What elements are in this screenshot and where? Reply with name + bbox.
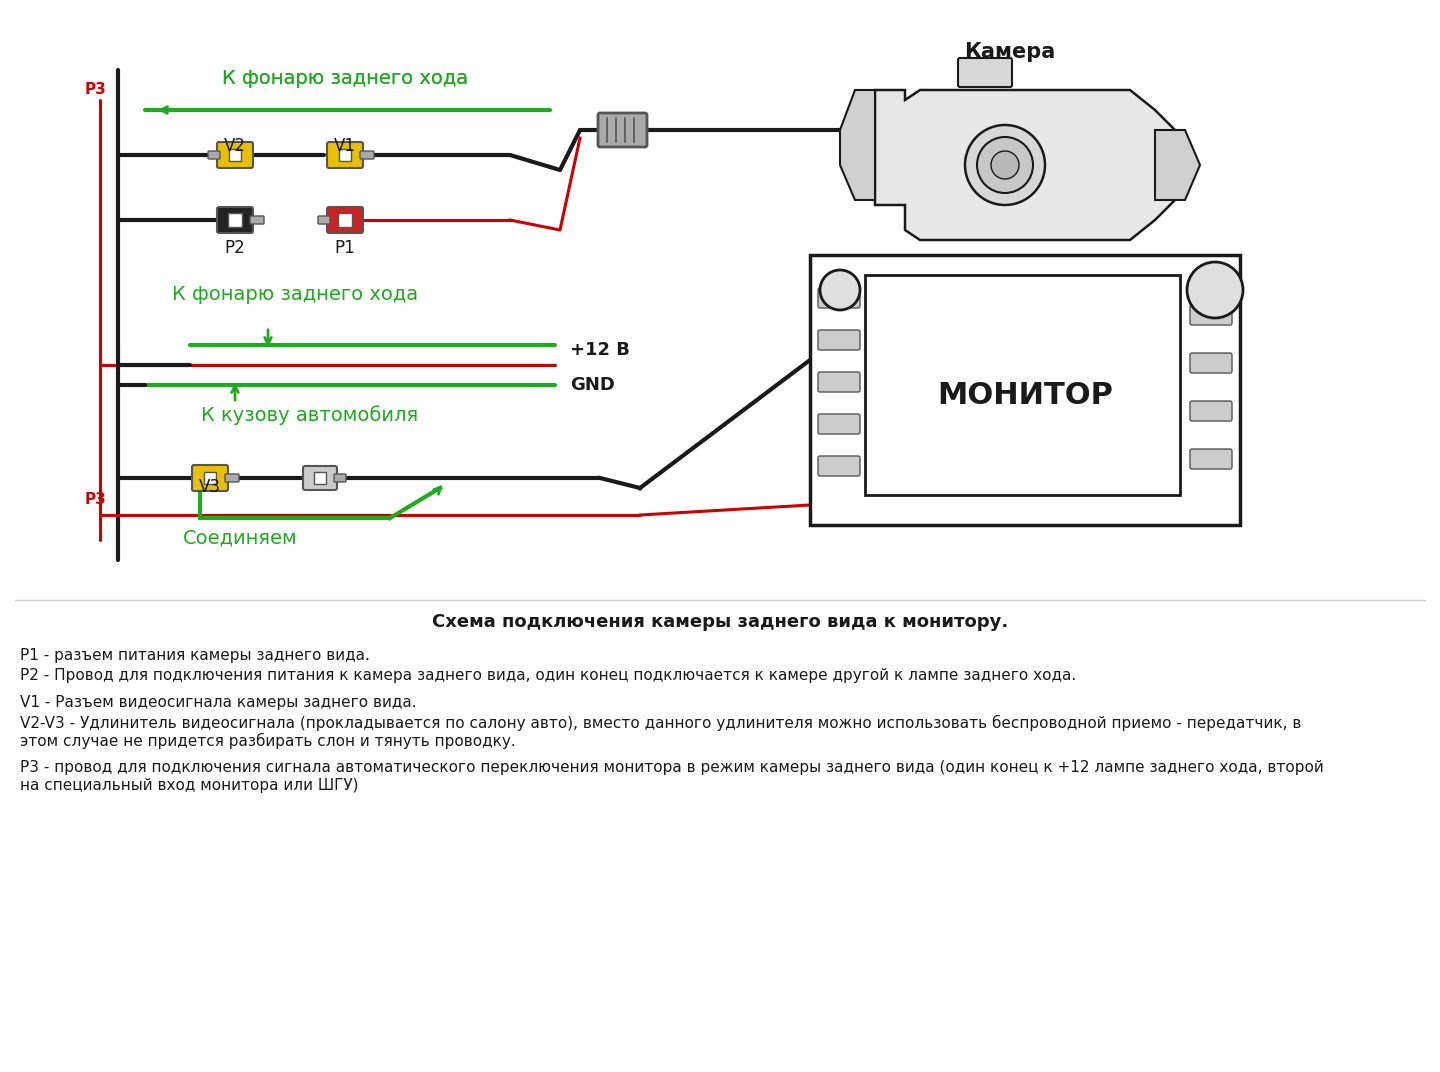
FancyBboxPatch shape — [207, 151, 220, 159]
Text: V1 - Разъем видеосигнала камеры заднего вида.: V1 - Разъем видеосигнала камеры заднего … — [20, 695, 416, 710]
FancyBboxPatch shape — [327, 207, 363, 233]
Text: К фонарю заднего хода: К фонарю заднего хода — [222, 69, 468, 88]
Text: P2: P2 — [225, 239, 245, 257]
Text: Камера: Камера — [965, 42, 1056, 62]
FancyBboxPatch shape — [1189, 353, 1233, 373]
Polygon shape — [809, 255, 1240, 525]
Text: P1: P1 — [334, 239, 356, 257]
Bar — [338, 149, 351, 161]
Bar — [314, 472, 325, 483]
Polygon shape — [865, 276, 1179, 495]
Text: P3: P3 — [85, 492, 107, 507]
Text: К фонарю заднего хода: К фонарю заднего хода — [222, 69, 468, 88]
Text: этом случае не придется разбирать слон и тянуть проводку.: этом случае не придется разбирать слон и… — [20, 733, 516, 749]
Circle shape — [819, 270, 860, 310]
Bar — [228, 213, 242, 227]
FancyBboxPatch shape — [818, 456, 860, 476]
FancyBboxPatch shape — [1189, 449, 1233, 470]
FancyBboxPatch shape — [598, 113, 647, 147]
Text: К кузову автомобиля: К кузову автомобиля — [202, 405, 419, 425]
Bar — [338, 213, 351, 227]
FancyBboxPatch shape — [958, 58, 1012, 87]
Text: P3: P3 — [85, 83, 107, 98]
FancyBboxPatch shape — [251, 215, 264, 224]
Text: К фонарю заднего хода: К фонарю заднего хода — [171, 285, 418, 304]
Text: МОНИТОР: МОНИТОР — [937, 381, 1113, 410]
Text: V3: V3 — [199, 478, 220, 496]
FancyBboxPatch shape — [818, 288, 860, 308]
Polygon shape — [876, 90, 1175, 240]
Circle shape — [1187, 262, 1243, 318]
Text: V1: V1 — [334, 137, 356, 155]
FancyBboxPatch shape — [217, 207, 253, 233]
FancyBboxPatch shape — [318, 215, 330, 224]
FancyBboxPatch shape — [225, 474, 239, 482]
Text: Схема подключения камеры заднего вида к монитору.: Схема подключения камеры заднего вида к … — [432, 613, 1008, 631]
Circle shape — [965, 125, 1045, 205]
Text: Соединяем: Соединяем — [183, 528, 297, 548]
Text: Р3 - провод для подключения сигнала автоматического переключения монитора в режи: Р3 - провод для подключения сигнала авто… — [20, 760, 1323, 775]
Text: +12 В: +12 В — [570, 341, 629, 359]
FancyBboxPatch shape — [818, 414, 860, 434]
FancyBboxPatch shape — [1189, 306, 1233, 325]
Text: GND: GND — [570, 376, 615, 394]
Polygon shape — [840, 90, 876, 200]
Circle shape — [991, 151, 1020, 179]
Circle shape — [976, 137, 1032, 193]
FancyBboxPatch shape — [302, 466, 337, 490]
Polygon shape — [1155, 130, 1200, 200]
Text: P1 - разъем питания камеры заднего вида.: P1 - разъем питания камеры заднего вида. — [20, 647, 370, 662]
FancyBboxPatch shape — [217, 142, 253, 168]
FancyBboxPatch shape — [360, 151, 374, 159]
FancyBboxPatch shape — [327, 142, 363, 168]
FancyBboxPatch shape — [192, 465, 228, 491]
Text: V2: V2 — [225, 137, 246, 155]
Text: P2 - Провод для подключения питания к камера заднего вида, один конец подключает: P2 - Провод для подключения питания к ка… — [20, 668, 1076, 683]
FancyBboxPatch shape — [818, 330, 860, 349]
FancyBboxPatch shape — [818, 372, 860, 392]
FancyBboxPatch shape — [334, 474, 346, 482]
Bar — [229, 149, 240, 161]
Bar — [204, 472, 216, 483]
FancyBboxPatch shape — [1189, 401, 1233, 421]
Text: на специальный вход монитора или ШГУ): на специальный вход монитора или ШГУ) — [20, 778, 359, 793]
Text: V2-V3 - Удлинитель видеосигнала (прокладывается по салону авто), вместо данного : V2-V3 - Удлинитель видеосигнала (проклад… — [20, 715, 1302, 731]
